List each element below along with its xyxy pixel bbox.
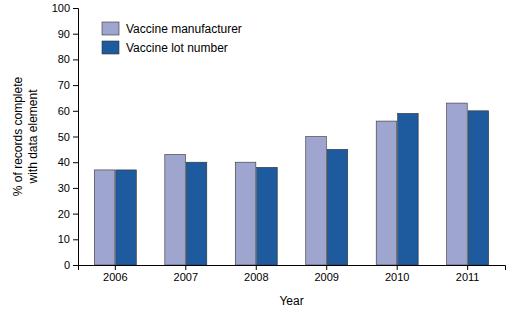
tick-mark (185, 265, 186, 270)
y-axis: 0 10 20 30 40 50 60 70 80 90 100 (52, 2, 79, 271)
bar (186, 162, 207, 265)
bar (165, 154, 186, 265)
legend: Vaccine manufacturer Vaccine lot number (102, 22, 242, 55)
tick-label: 90 (58, 28, 70, 40)
tick-mark (73, 111, 78, 112)
tick-label: 80 (58, 53, 70, 65)
tick-mark (73, 85, 78, 86)
tick-label: 2008 (244, 271, 268, 283)
tick-mark (73, 214, 78, 215)
tick: 20 (58, 208, 78, 220)
tick-mark (73, 188, 78, 189)
tick-label: 50 (58, 131, 70, 143)
tick-label: 2007 (174, 271, 198, 283)
legend-swatch (102, 22, 119, 35)
axis-line (73, 9, 79, 266)
tick-label: 30 (58, 182, 70, 194)
tick-label: 40 (58, 156, 70, 168)
bar (235, 162, 256, 265)
tick-mark (326, 265, 327, 270)
bar (94, 170, 115, 265)
tick: 40 (58, 156, 78, 168)
tick-label: 0 (64, 259, 70, 271)
tick-label: 10 (58, 233, 70, 245)
bar (468, 111, 489, 265)
tick-label: 70 (58, 79, 70, 91)
tick: 0 (64, 259, 78, 271)
plot: 0102030405060708090100200620072008200920… (52, 2, 506, 283)
tick-mark (467, 265, 468, 270)
bar-series (94, 103, 467, 265)
bar (306, 137, 327, 266)
tick-mark (73, 8, 78, 9)
bar-series (116, 111, 489, 265)
tick-label: 2006 (103, 271, 127, 283)
tick: 90 (58, 28, 78, 40)
chart: 0102030405060708090100200620072008200920… (0, 0, 518, 317)
x-axis: 2006 2007 2008 2009 2010 2011 (79, 265, 506, 283)
tick-mark (73, 265, 78, 266)
bars (94, 103, 488, 265)
tick-mark (73, 239, 78, 240)
bar (398, 113, 419, 265)
legend-label: Vaccine manufacturer (126, 22, 242, 36)
tick: 2008 (244, 265, 268, 283)
tick-mark (73, 162, 78, 163)
bar (116, 170, 137, 265)
x-axis-title: Year (279, 294, 303, 308)
bar (376, 121, 397, 265)
bar (447, 103, 468, 265)
tick-label: 2011 (456, 271, 480, 283)
tick: 80 (58, 53, 78, 65)
tick: 50 (58, 131, 78, 143)
tick: 2009 (314, 265, 338, 283)
tick: 2007 (174, 265, 198, 283)
tick: 10 (58, 233, 78, 245)
tick: 30 (58, 182, 78, 194)
axis-line (79, 266, 506, 271)
tick-label: 20 (58, 208, 70, 220)
legend-item: Vaccine manufacturer (102, 22, 242, 36)
legend-item: Vaccine lot number (102, 41, 228, 55)
tick: 60 (58, 105, 78, 117)
bar (257, 167, 278, 265)
tick-mark (115, 265, 116, 270)
tick-mark (73, 59, 78, 60)
tick-mark (73, 34, 78, 35)
tick-label: 2010 (385, 271, 409, 283)
tick: 70 (58, 79, 78, 91)
y-axis-title: % of records completewith data element (11, 76, 39, 196)
tick-mark (73, 137, 78, 138)
tick-label: 100 (52, 2, 70, 14)
tick: 100 (52, 2, 78, 14)
tick: 2011 (456, 265, 480, 283)
tick-mark (397, 265, 398, 270)
legend-swatch (102, 41, 119, 54)
legend-label: Vaccine lot number (126, 41, 228, 55)
bar (327, 149, 348, 265)
tick: 2006 (103, 265, 127, 283)
tick-mark (256, 265, 257, 270)
tick: 2010 (385, 265, 409, 283)
tick-label: 2009 (314, 271, 338, 283)
tick-label: 60 (58, 105, 70, 117)
